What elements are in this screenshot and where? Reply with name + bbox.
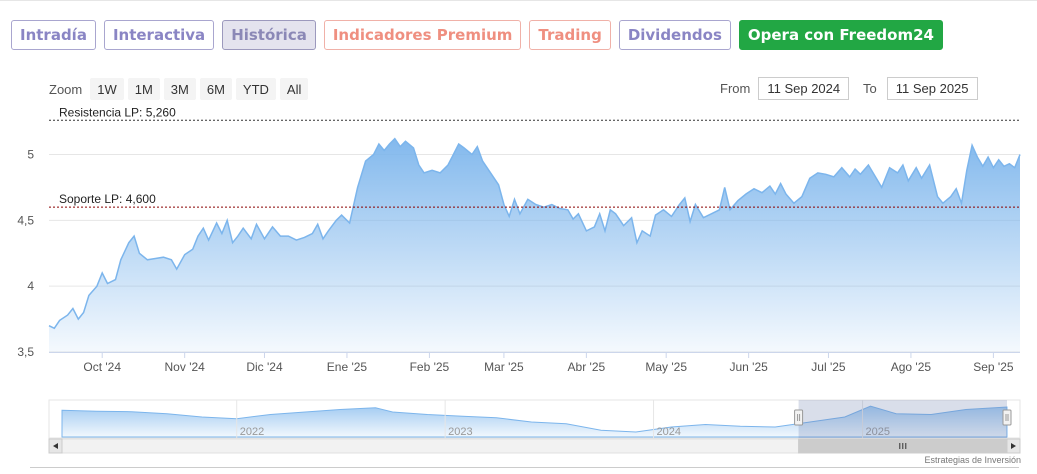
zoom-1m-button[interactable]: 1M [127, 78, 160, 100]
y-tick-label: 3,5 [17, 345, 34, 359]
tab-intradia[interactable]: Intradía [11, 20, 96, 50]
tab-trading[interactable]: Trading [529, 20, 611, 50]
navigator-year-label: 2025 [866, 426, 890, 438]
from-label: From [720, 81, 751, 96]
to-date-input[interactable]: 11 Sep 2025 [886, 77, 978, 100]
zoom-ytd-button[interactable]: YTD [235, 78, 276, 100]
scrollbar[interactable] [48, 438, 1021, 454]
x-tick-label: Ago '25 [891, 360, 932, 374]
zoom-selector: Zoom 1W 1M 3M 6M YTD All [49, 78, 309, 100]
x-tick-label: Ene '25 [327, 360, 368, 374]
tab-bar: Intradía Interactiva Histórica Indicador… [11, 20, 943, 50]
support-label: Soporte LP: 4,600 [59, 192, 156, 206]
bottom-divider [30, 467, 1019, 468]
x-tick-label: Jun '25 [729, 360, 768, 374]
y-axis: 3,5 4 4,5 5 [17, 148, 34, 360]
range-from: From 11 Sep 2024 [720, 77, 850, 100]
x-tick-label: Sep '25 [973, 360, 1014, 374]
zoom-6m-button[interactable]: 6M [199, 78, 232, 100]
y-tick-label: 5 [27, 148, 34, 162]
x-tick-label: Mar '25 [484, 360, 524, 374]
arrow-left-icon [53, 443, 58, 449]
range-to: To 11 Sep 2025 [863, 77, 978, 100]
navigator[interactable]: 2022 2023 2024 2025 [48, 399, 1021, 439]
scrollbar-grip-icon [899, 443, 907, 449]
navigator-series [61, 405, 1008, 438]
x-axis: Oct '24 Nov '24 Dic '24 Ene '25 Feb '25 Mar '… [49, 352, 1020, 374]
zoom-all-button[interactable]: All [279, 78, 309, 100]
navigator-handles[interactable] [794, 409, 1012, 426]
navigator-year-label: 2024 [657, 426, 681, 438]
plot-lines: Resistencia LP: 5,260 Soporte LP: 4,600 [49, 105, 1020, 208]
tab-dividendos[interactable]: Dividendos [618, 20, 731, 50]
price-line [48, 137, 1021, 330]
x-tick-label: Dic '24 [246, 360, 283, 374]
navigator-year-label: 2022 [240, 426, 264, 438]
zoom-3m-button[interactable]: 3M [163, 78, 196, 100]
to-label: To [863, 81, 877, 96]
x-tick-label: Feb '25 [410, 360, 450, 374]
y-tick-label: 4 [27, 279, 34, 293]
x-tick-label: Nov '24 [165, 360, 206, 374]
zoom-label: Zoom [49, 81, 83, 97]
resistance-label: Resistencia LP: 5,260 [59, 105, 176, 119]
tab-historica[interactable]: Histórica [222, 20, 316, 50]
from-date-input[interactable]: 11 Sep 2024 [758, 77, 850, 100]
navigator-handle-right[interactable] [1002, 409, 1012, 426]
price-area [49, 138, 1020, 352]
x-tick-label: Abr '25 [568, 360, 606, 374]
source-credit: Estrategias de Inversión [924, 455, 1021, 465]
tab-indicadores-premium[interactable]: Indicadores Premium [323, 20, 522, 50]
zoom-1w-button[interactable]: 1W [90, 78, 124, 100]
arrow-right-icon [1011, 443, 1016, 449]
tab-interactiva[interactable]: Interactiva [103, 20, 215, 50]
top-border [0, 0, 1037, 1]
navigator-years: 2022 2023 2024 2025 [236, 400, 890, 438]
x-tick-label: Jul '25 [811, 360, 846, 374]
navigator-selection[interactable] [798, 400, 1007, 438]
opera-freedom24-button[interactable]: Opera con Freedom24 [738, 20, 943, 50]
x-tick-label: May '25 [645, 360, 687, 374]
navigator-handle-left[interactable] [794, 409, 804, 426]
navigator-year-label: 2023 [448, 426, 472, 438]
y-tick-label: 4,5 [17, 213, 34, 227]
x-tick-label: Oct '24 [83, 360, 121, 374]
